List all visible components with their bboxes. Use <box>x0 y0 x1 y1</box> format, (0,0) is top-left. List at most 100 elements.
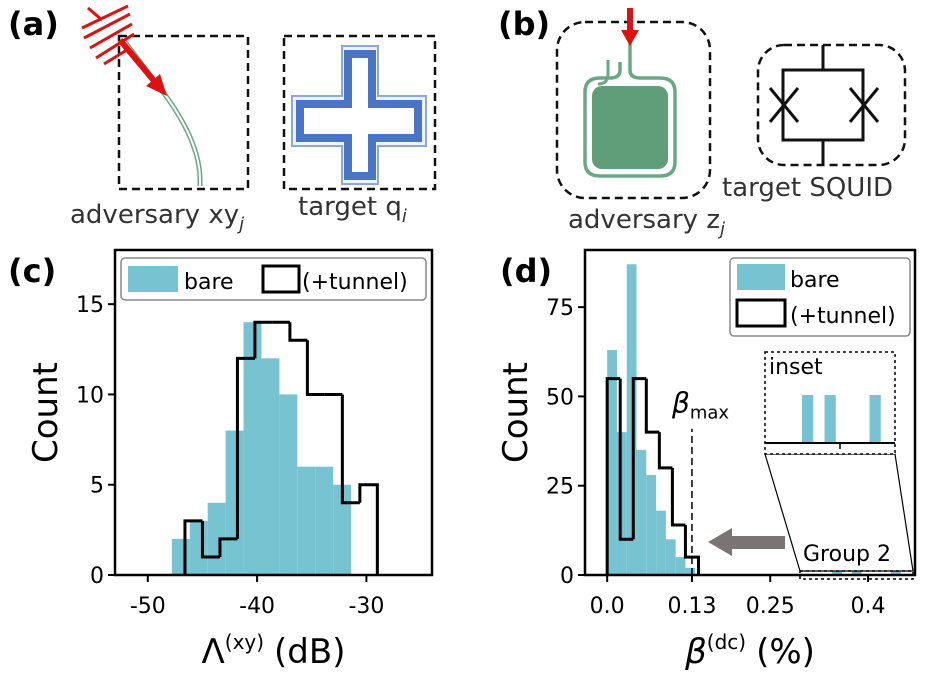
step <box>305 340 325 396</box>
inset-label: inset <box>769 355 823 380</box>
bar <box>243 322 262 575</box>
z-box <box>555 20 712 200</box>
step <box>253 320 273 359</box>
x-label-unit: (%) <box>756 632 815 672</box>
y-tick-label: 25 <box>546 475 574 500</box>
panel-label: (c) <box>8 252 56 290</box>
pulse <box>81 4 135 66</box>
squid <box>768 45 880 165</box>
y-tick-label: 5 <box>90 474 104 499</box>
plot <box>605 264 901 575</box>
bar <box>189 520 208 575</box>
legend-label: bare <box>790 268 840 293</box>
step <box>631 377 647 540</box>
arrow-shaft <box>117 38 158 84</box>
x-tick-label: -50 <box>130 594 166 619</box>
inset-bar <box>824 395 836 443</box>
panel-label: (b) <box>498 5 550 43</box>
legend-swatch <box>261 264 301 294</box>
bar <box>665 539 676 575</box>
z-line <box>597 60 610 86</box>
inset-bar <box>802 395 814 443</box>
group-label: Group 2 <box>803 542 891 567</box>
step <box>605 377 621 575</box>
axes-frame <box>113 248 434 577</box>
x-tick-label: 0.13 <box>667 594 716 619</box>
diagram-text: target qi <box>298 192 407 227</box>
diagram-text: adversary zj <box>568 205 725 240</box>
x-axis-label: β(dc) (%) <box>684 630 815 672</box>
x-tick-label: 0.4 <box>851 594 886 619</box>
panel-label: (a) <box>8 5 59 43</box>
bar <box>315 466 334 575</box>
legend-label: (+tunnel) <box>302 270 408 295</box>
panel-label: (d) <box>500 252 552 290</box>
x-axis-label: Λ(xy) (dB) <box>202 630 346 672</box>
inset-bar <box>869 395 881 443</box>
xy-box <box>117 34 250 191</box>
qubit <box>296 50 422 180</box>
step <box>235 356 255 539</box>
step <box>340 394 360 505</box>
bar <box>656 510 666 575</box>
bar <box>675 557 686 575</box>
arrow-head <box>146 74 167 96</box>
legend-swatch <box>128 266 178 292</box>
bar <box>646 475 657 575</box>
arrow-head <box>621 30 639 46</box>
step <box>288 322 308 342</box>
diagram-text: adversary xyj <box>70 200 244 235</box>
step <box>670 467 686 527</box>
y-axis-label: Count <box>496 362 536 463</box>
bar <box>636 450 647 575</box>
step <box>183 519 203 575</box>
bar <box>261 358 280 575</box>
y-tick-label: 75 <box>546 296 574 321</box>
q-box <box>282 34 437 191</box>
x-tick-label: 0.0 <box>590 594 625 619</box>
x-label-symbol: β <box>684 632 707 672</box>
legend-label: (+tunnel) <box>790 304 896 329</box>
bar <box>685 567 696 575</box>
beta-sub: max <box>690 403 730 424</box>
beta-symbol: β <box>671 387 690 420</box>
diagram-text: target SQUID <box>722 173 893 203</box>
legend-label: bare <box>184 270 234 295</box>
y-tick-label: 10 <box>76 383 104 408</box>
bar <box>832 571 842 575</box>
plot <box>171 320 379 575</box>
diagram-a <box>81 4 437 191</box>
y-tick-label: 0 <box>90 564 104 589</box>
step <box>657 432 673 470</box>
y-axis-label: Count <box>26 362 66 463</box>
bar <box>225 430 244 575</box>
step <box>644 378 660 434</box>
step <box>358 483 379 575</box>
x-label-sup: (xy) <box>225 630 264 654</box>
x-label-symbol: Λ <box>202 632 225 672</box>
bar <box>607 350 617 575</box>
step <box>218 537 238 557</box>
x-label-sup: (dc) <box>707 630 746 654</box>
x-tick-label: -30 <box>348 594 384 619</box>
bar <box>616 432 627 575</box>
bar <box>626 264 637 575</box>
step <box>618 378 634 541</box>
bar <box>297 466 316 575</box>
beta-max-label: βmax <box>671 387 729 424</box>
y-tick-label: 15 <box>76 293 104 318</box>
arrow <box>708 528 785 556</box>
step <box>200 520 220 559</box>
y-tick-label: 50 <box>546 385 574 410</box>
bar <box>171 538 190 575</box>
bar <box>279 394 298 575</box>
x-tick-label: 0.25 <box>746 594 795 619</box>
diagram-b <box>555 8 907 200</box>
bar <box>333 484 352 575</box>
bar <box>890 571 901 575</box>
bar <box>851 571 862 575</box>
axes-frame <box>583 248 917 577</box>
y-tick-label: 0 <box>560 564 574 589</box>
z-pad <box>592 86 668 169</box>
